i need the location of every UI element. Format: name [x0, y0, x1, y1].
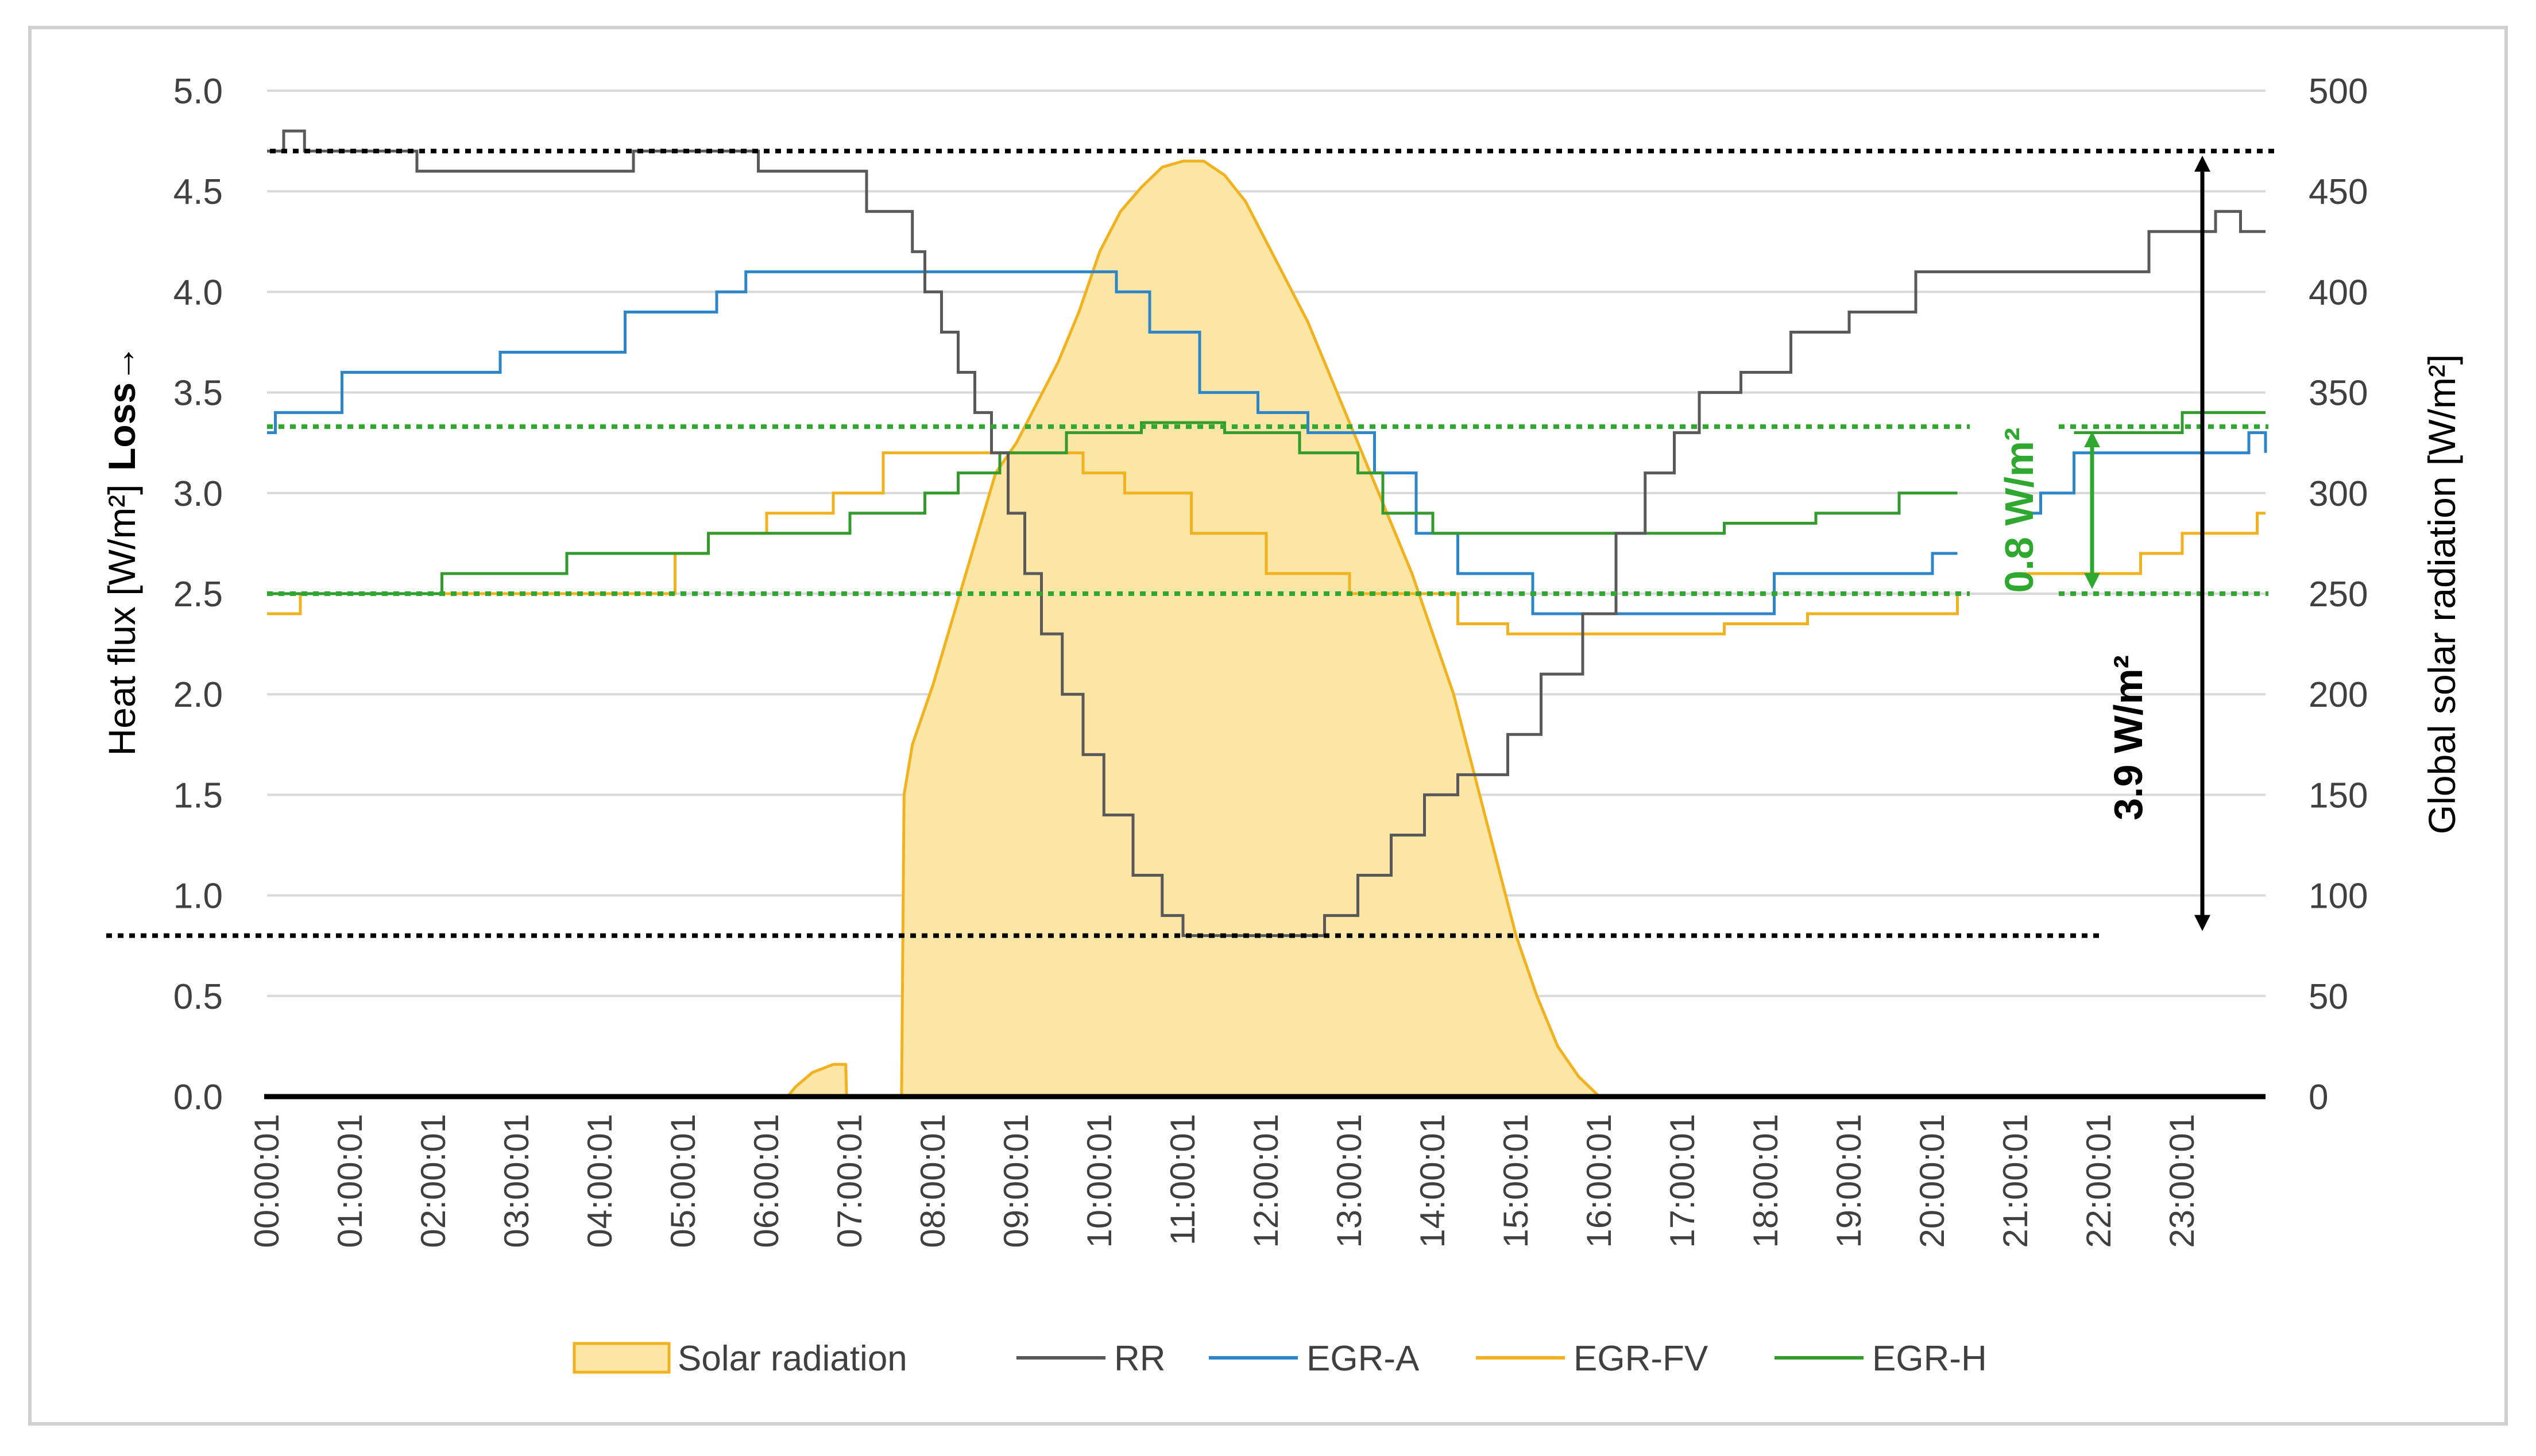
x-tick-label: 02:00:01: [414, 1114, 453, 1248]
solar-radiation-line: [267, 160, 2266, 1098]
x-tick-label: 00:00:01: [248, 1114, 286, 1248]
x-tick-label: 09:00:01: [997, 1114, 1035, 1248]
left-tick-label: 2.5: [173, 575, 223, 614]
axes-layer: 0.0 0.5 1.0 1.5 2.0 2.5 3.0 3.5 4.0 4.5 5.0 0 50 100 1…: [100, 72, 2463, 1248]
x-tick-label: 03:00:01: [497, 1114, 536, 1248]
x-tick-label: 14:00:01: [1413, 1114, 1452, 1248]
left-tick-label: 4.5: [173, 172, 223, 212]
right-tick-label: 50: [2309, 977, 2348, 1017]
solar-radiation-area: [267, 161, 2266, 1097]
series-rr-line: [267, 129, 2266, 938]
right-tick-label: 200: [2309, 675, 2368, 715]
legend-label-egr-h: EGR-H: [1872, 1339, 1987, 1378]
right-tick-label: 500: [2309, 72, 2368, 111]
series-egr-h-line: [2074, 411, 2266, 435]
annotation-label-green: 0.8 W/m²: [1997, 428, 2042, 593]
left-tick-label: 0.0: [173, 1078, 223, 1117]
legend: Solar radiation RR EGR-A EGR-FV EGR-H: [573, 1339, 1987, 1378]
x-tick-label: 04:00:01: [581, 1114, 619, 1248]
reference-lines-layer: [106, 149, 2274, 938]
x-tick-label: 08:00:01: [914, 1114, 952, 1248]
right-tick-label: 150: [2309, 776, 2368, 815]
series-layer: [267, 129, 2267, 938]
x-tick-label: 07:00:01: [830, 1114, 869, 1248]
x-tick-label: 13:00:01: [1330, 1114, 1368, 1248]
x-tick-label: 20:00:01: [1913, 1114, 1951, 1248]
annotations-layer: 0.8 W/m² 3.9 W/m²: [1997, 156, 2210, 931]
right-tick-label: 100: [2309, 877, 2368, 916]
x-tick-label: 10:00:01: [1080, 1114, 1119, 1248]
legend-label-rr: RR: [1114, 1339, 1166, 1378]
legend-label-solar-radiation: Solar radiation: [678, 1339, 907, 1378]
x-tick-label: 19:00:01: [1830, 1114, 1868, 1248]
legend-label-egr-fv: EGR-FV: [1574, 1339, 1708, 1378]
x-tick-label: 21:00:01: [1996, 1114, 2035, 1248]
x-tick-label: 18:00:01: [1746, 1114, 1785, 1248]
x-tick-label: 11:00:01: [1163, 1114, 1202, 1245]
series-egr-a-line: [267, 270, 1958, 615]
right-tick-label: 450: [2309, 172, 2368, 212]
x-tick-label: 06:00:01: [747, 1114, 786, 1248]
right-tick-label: 0: [2309, 1078, 2328, 1117]
solar-layer: [267, 160, 2266, 1098]
legend-label-egr-a: EGR-A: [1306, 1339, 1420, 1378]
x-tick-label: 22:00:01: [2079, 1114, 2118, 1248]
x-tick-label: 12:00:01: [1247, 1114, 1285, 1248]
left-tick-label: 0.5: [173, 977, 223, 1017]
left-tick-label: 1.5: [173, 776, 223, 815]
y-axis-title-left: Heat flux [W/m²]: [100, 484, 143, 756]
x-tick-label: 23:00:01: [2163, 1114, 2201, 1248]
left-tick-label: 4.0: [173, 273, 223, 312]
left-tick-label: 2.0: [173, 675, 223, 715]
x-tick-label: 01:00:01: [331, 1114, 369, 1248]
left-tick-label: 1.0: [173, 877, 223, 916]
y-axis-loss-label: Loss→: [100, 344, 143, 471]
right-tick-label: 300: [2309, 474, 2368, 514]
left-tick-label: 5.0: [173, 72, 223, 111]
legend-swatch-solar-radiation: [573, 1342, 671, 1374]
series-egr-a-line: [2024, 431, 2267, 515]
series-egr-h-line: [267, 421, 1958, 595]
right-tick-label: 350: [2309, 374, 2368, 413]
x-tick-label: 15:00:01: [1497, 1114, 1535, 1248]
left-tick-label: 3.0: [173, 474, 223, 514]
right-tick-label: 250: [2309, 575, 2368, 614]
x-tick-label: 05:00:01: [664, 1114, 702, 1248]
series-egr-fv-line: [2024, 512, 2266, 575]
y-axis-title-right: Global solar radiation [W/m²]: [2421, 354, 2463, 834]
right-tick-label: 400: [2309, 273, 2368, 312]
annotation-label-black: 3.9 W/m²: [2106, 655, 2151, 820]
x-tick-label: 17:00:01: [1663, 1114, 1702, 1248]
left-tick-label: 3.5: [173, 374, 223, 413]
x-tick-label: 16:00:01: [1580, 1114, 1618, 1248]
